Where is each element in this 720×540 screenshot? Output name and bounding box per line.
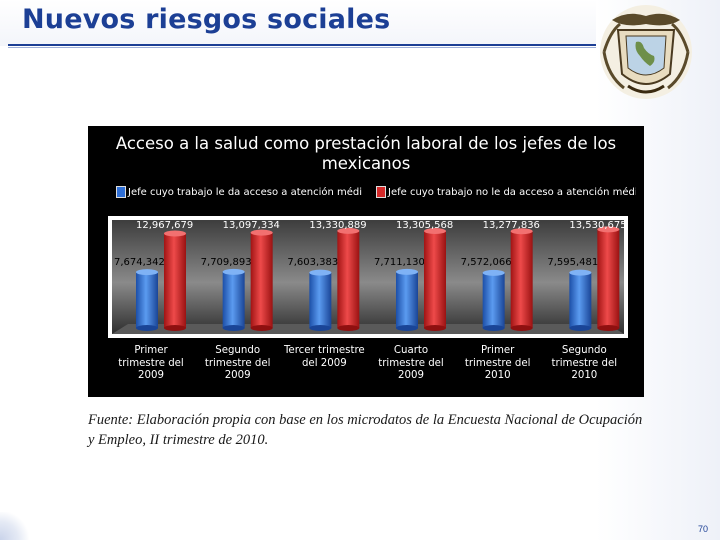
- category-label-line: 2009: [224, 370, 251, 381]
- legend-item-blue: Jefe cuyo trabajo le da acceso a atenció…: [116, 186, 362, 198]
- category-label-line: Cuarto: [393, 345, 429, 356]
- category-label-6: Segundo trimestre del 2010: [543, 345, 625, 383]
- bar-cap-red-6: [597, 226, 620, 233]
- bar-cap-blue-5: [482, 269, 505, 276]
- corner-decoration: [0, 512, 30, 540]
- bar-base-blue-1: [136, 325, 158, 331]
- data-label-blue-3: 7,603,383: [287, 257, 338, 268]
- bar-red-5: [510, 231, 533, 328]
- bar-base-blue-6: [569, 325, 592, 331]
- category-label-2: Segundo trimestre del 2009: [197, 345, 279, 383]
- category-label-1: Primer trimestre del 2009: [110, 345, 192, 383]
- bar-red-3: [337, 230, 360, 328]
- data-label-red-1: 12,967,679: [136, 220, 193, 231]
- bar-base-red-3: [337, 325, 360, 331]
- data-label-blue-2: 7,709,893: [201, 257, 252, 268]
- data-label-blue-1: 7,674,342: [114, 257, 165, 268]
- bar-blue-2: [222, 271, 245, 328]
- bar-cap-blue-6: [569, 269, 592, 276]
- bar-cap-red-3: [337, 227, 360, 234]
- plot-floor: [112, 324, 624, 334]
- legend-label-blue: Jefe cuyo trabajo le da acceso a atenció…: [128, 187, 363, 198]
- source-note: Fuente: Elaboración propia con base en l…: [88, 412, 643, 448]
- bar-blue-4: [396, 271, 418, 328]
- data-label-red-2: 13,097,334: [223, 220, 280, 231]
- category-label-line: del 2009: [301, 357, 347, 369]
- category-label-line: trimestre del: [204, 357, 271, 369]
- bar-base-blue-4: [396, 325, 418, 331]
- category-label-line: trimestre del: [551, 357, 618, 369]
- bar-cap-red-2: [250, 229, 273, 236]
- bar-base-red-1: [164, 325, 186, 331]
- bar-base-red-5: [510, 325, 533, 331]
- bar-base-blue-2: [222, 325, 245, 331]
- bar-cap-blue-3: [309, 269, 332, 276]
- bar-blue-3: [309, 272, 332, 328]
- category-label-line: Tercer trimestre: [283, 345, 365, 356]
- data-label-red-6: 13,530,675: [569, 220, 626, 231]
- category-label-line: Primer: [480, 345, 515, 356]
- bar-red-6: [597, 229, 620, 328]
- bar-cap-red-1: [164, 230, 186, 237]
- slide-title: Nuevos riesgos sociales: [22, 4, 391, 35]
- category-axis-labels: Primer trimestre del 2009 Segundo trimestre …: [108, 345, 628, 397]
- data-label-blue-5: 7,572,066: [461, 257, 512, 268]
- plot-area: 7,674,342 12,967,679 7,709,893 13,097,334 7,…: [108, 216, 628, 338]
- bar-base-red-6: [597, 325, 620, 331]
- category-label-line: trimestre del: [378, 357, 444, 369]
- category-label-line: 2009: [398, 370, 424, 381]
- bar-chart-svg: 7,674,342 12,967,679 7,709,893 13,097,334 7,…: [112, 220, 627, 334]
- chart-legend: Jefe cuyo trabajo le da acceso a atenció…: [116, 186, 636, 202]
- legend-item-red: Jefe cuyo trabajo no le da acceso a aten…: [376, 186, 636, 198]
- bar-base-red-2: [250, 325, 273, 331]
- data-label-red-4: 13,305,568: [396, 220, 453, 231]
- bar-blue-1: [136, 272, 158, 328]
- title-divider: [8, 44, 596, 46]
- category-label-line: 2009: [138, 370, 164, 381]
- bar-cap-blue-1: [136, 269, 158, 276]
- chart-title: Acceso a la salud como prestación labora…: [115, 134, 617, 173]
- category-label-line: trimestre del: [464, 357, 531, 369]
- legend-label-red: Jefe cuyo trabajo no le da acceso a aten…: [388, 187, 636, 198]
- bar-blue-6: [569, 272, 592, 328]
- category-label-line: 2010: [484, 370, 511, 381]
- category-label-4: Cuarto trimestre del 2009: [370, 345, 452, 383]
- category-label-line: Segundo: [561, 345, 607, 356]
- data-label-red-5: 13,277,836: [483, 220, 540, 231]
- chart-container: Acceso a la salud como prestación labora…: [88, 126, 644, 397]
- category-label-line: Segundo: [215, 345, 261, 356]
- unam-seal-logo: [600, 5, 692, 99]
- bar-base-blue-5: [482, 325, 505, 331]
- bar-red-2: [250, 232, 273, 328]
- bar-red-1: [164, 233, 186, 328]
- bar-cap-red-4: [424, 228, 446, 235]
- bar-red-4: [424, 231, 446, 328]
- bar-base-red-4: [424, 325, 446, 331]
- category-label-line: 2010: [571, 370, 598, 381]
- data-label-blue-4: 7,711,130: [374, 257, 425, 268]
- data-label-red-3: 13,330,889: [309, 220, 366, 231]
- bar-cap-blue-2: [222, 268, 245, 275]
- legend-swatch-blue: [116, 186, 126, 198]
- bar-blue-5: [482, 272, 505, 328]
- bar-cap-blue-4: [396, 268, 418, 275]
- bar-cap-red-5: [510, 228, 533, 235]
- plot-background: [112, 220, 624, 334]
- category-label-3: Tercer trimestre del 2009: [283, 345, 365, 370]
- category-label-line: Primer: [134, 345, 168, 356]
- category-label-line: trimestre del: [118, 357, 184, 369]
- legend-swatch-red: [376, 186, 386, 198]
- category-label-5: Primer trimestre del 2010: [457, 345, 539, 383]
- title-divider-light: [8, 47, 596, 48]
- page-number: 70: [698, 524, 709, 534]
- data-label-blue-6: 7,595,481: [547, 257, 598, 268]
- bar-base-blue-3: [309, 325, 332, 331]
